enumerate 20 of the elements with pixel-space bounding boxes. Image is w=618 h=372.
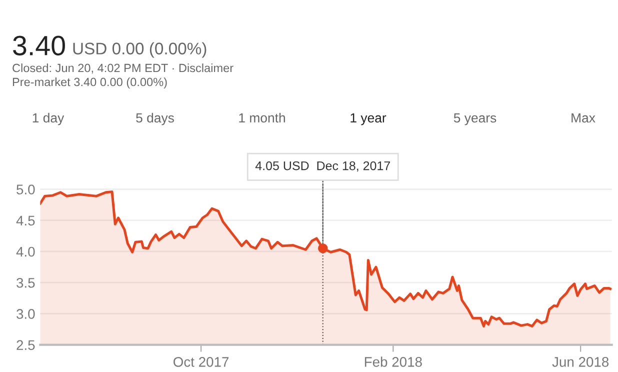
- text: Max: [572, 113, 596, 123]
- x-tick-label: Feb 2018: [364, 356, 422, 367]
- chart-subtitle: USD 0.00 (0.00%): [73, 42, 206, 58]
- text: 5 years: [454, 113, 496, 126]
- y-tick-label: 3.5: [16, 278, 35, 288]
- y-tick-label: 4.0: [16, 246, 35, 257]
- text: Pre-market 3.40 0.00 (0.00%): [12, 78, 167, 88]
- y-tick-label: 5.0: [16, 184, 35, 194]
- y-tick-label: 2.5: [16, 340, 35, 350]
- x-tick-label: Oct 2017: [174, 357, 229, 367]
- annotation: 4.05 USD Dec 18, 2017: [255, 161, 390, 172]
- x-tick-label: Jun 2018: [552, 357, 609, 367]
- chart-title: 3.40: [13, 36, 65, 56]
- y-tick-label: 4.5: [16, 216, 35, 226]
- text: 1 month: [239, 112, 285, 123]
- text: 1 year: [350, 113, 386, 126]
- y-tick-label: 3.0: [16, 309, 35, 319]
- text: 1 day: [32, 112, 64, 126]
- text: 5 days: [136, 112, 174, 126]
- text: Closed: Jun 20, 4:02 PM EDT · Disclaimer: [12, 64, 234, 74]
